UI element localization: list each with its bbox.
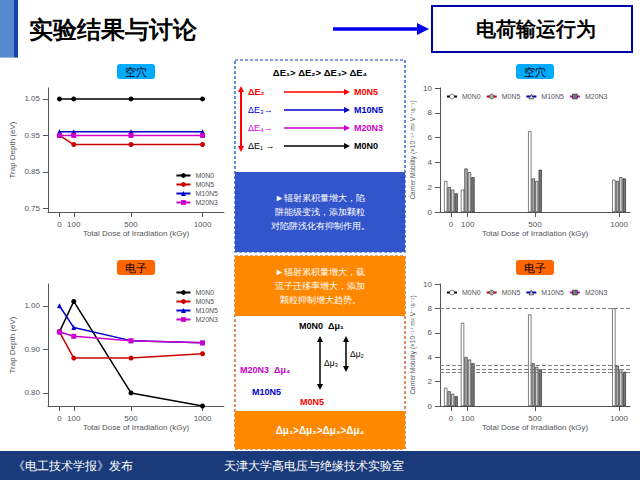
svg-text:Total Dose of Irradiation (kGy: Total Dose of Irradiation (kGy) [482,229,589,238]
svg-text:0.95: 0.95 [24,131,40,140]
svg-text:M0N5: M0N5 [300,397,324,407]
svg-text:M10N5: M10N5 [541,93,564,100]
svg-text:1000: 1000 [194,414,212,423]
svg-text:Carrier Mobility (×10⁻¹⁴ m² V⁻: Carrier Mobility (×10⁻¹⁴ m² V⁻¹s⁻¹) [409,100,417,199]
svg-text:1000: 1000 [610,220,628,229]
svg-text:Trap Depth (eV): Trap Depth (eV) [8,316,17,373]
svg-text:8: 8 [428,108,433,117]
svg-text:ΔE₄→: ΔE₄→ [248,123,273,133]
svg-text:4: 4 [428,158,433,167]
svg-text:0: 0 [428,402,433,411]
svg-text:0.90: 0.90 [24,345,40,354]
svg-text:电子: 电子 [524,262,546,274]
svg-text:电荷输运行为: 电荷输运行为 [476,18,596,40]
svg-text:6: 6 [428,328,433,337]
svg-text:M0N5: M0N5 [195,181,214,188]
svg-text:Trap Depth (eV): Trap Depth (eV) [8,121,17,178]
svg-text:ΔE₁ →: ΔE₁ → [248,141,275,151]
svg-text:100: 100 [461,414,475,423]
svg-text:M0N0 Δμ₁: M0N0 Δμ₁ [299,321,344,331]
svg-text:ΔE₁> ΔE₂> ΔE₃> ΔE₄: ΔE₁> ΔE₂> ΔE₃> ΔE₄ [273,67,368,78]
svg-text:M20N3: M20N3 [195,316,218,323]
svg-text:M10N5: M10N5 [541,289,564,296]
svg-text:500: 500 [528,220,542,229]
svg-text:M10N5: M10N5 [252,387,281,397]
svg-text:Carrier Mobility (×10⁻¹⁴ m² V⁻: Carrier Mobility (×10⁻¹⁴ m² V⁻¹s⁻¹) [409,295,417,394]
svg-text:500: 500 [528,414,542,423]
svg-text:M20N3: M20N3 [354,123,383,133]
svg-text:0: 0 [57,220,62,229]
svg-text:0: 0 [449,414,454,423]
svg-text:M20N3: M20N3 [195,199,218,206]
svg-text:M10N5: M10N5 [195,307,218,314]
svg-text:0.80: 0.80 [24,388,40,397]
svg-text:0: 0 [428,208,433,217]
svg-text:500: 500 [124,220,138,229]
svg-text:Δμ₁>Δμ₂>Δμ₃>Δμ₄: Δμ₁>Δμ₂>Δμ₃>Δμ₄ [276,425,365,436]
svg-text:►辐射累积量增大，陷: ►辐射累积量增大，陷 [275,193,365,203]
svg-text:M10N5: M10N5 [354,105,383,115]
svg-text:2: 2 [428,183,433,192]
svg-text:M10N5: M10N5 [195,190,218,197]
svg-text:2: 2 [428,377,433,386]
svg-text:0: 0 [57,414,62,423]
svg-text:M0N0: M0N0 [195,289,214,296]
svg-text:M20N3: M20N3 [585,93,608,100]
svg-text:电子: 电子 [125,262,147,274]
svg-text:4: 4 [428,353,433,362]
svg-text:M0N0: M0N0 [462,93,481,100]
svg-text:1.05: 1.05 [24,94,40,103]
svg-text:500: 500 [124,414,138,423]
svg-text:Total Dose of Irradiation (kGy: Total Dose of Irradiation (kGy) [83,423,190,432]
svg-text:M0N0: M0N0 [354,141,378,151]
svg-text:M0N5: M0N5 [195,298,214,305]
svg-text:Δμ₃: Δμ₃ [324,358,338,368]
svg-text:0.75: 0.75 [24,204,40,213]
svg-text:阱能级变浅，添加颗粒: 阱能级变浅，添加颗粒 [275,207,365,217]
svg-text:1.00: 1.00 [24,301,40,310]
svg-text:M0N0: M0N0 [195,172,214,179]
svg-text:0.85: 0.85 [24,167,40,176]
svg-text:颗粒抑制增大趋势。: 颗粒抑制增大趋势。 [280,295,361,305]
svg-text:►辐射累积量增大，载: ►辐射累积量增大，载 [275,267,365,277]
svg-text:M0N5: M0N5 [502,289,521,296]
svg-text:Δμ₂: Δμ₂ [350,349,364,359]
svg-text:M0N5: M0N5 [354,87,378,97]
svg-text:M0N0: M0N0 [462,289,481,296]
svg-text:M20N3 Δμ₄: M20N3 Δμ₄ [240,365,290,375]
svg-text:对陷阱浅化有抑制作用。: 对陷阱浅化有抑制作用。 [271,221,370,231]
svg-text:空穴: 空穴 [125,66,147,78]
svg-text:1000: 1000 [194,220,212,229]
svg-text:10: 10 [423,84,432,93]
svg-text:实验结果与讨论: 实验结果与讨论 [29,16,198,43]
svg-text:Total Dose of Irradiation (kGy: Total Dose of Irradiation (kGy) [482,423,589,432]
svg-text:《电工技术学报》发布: 《电工技术学报》发布 [13,459,133,473]
svg-text:ΔE₃→: ΔE₃→ [248,105,273,115]
svg-text:100: 100 [461,220,475,229]
svg-text:10: 10 [423,280,432,289]
svg-text:流子迁移率增大，添加: 流子迁移率增大，添加 [275,281,365,291]
svg-text:空穴: 空穴 [524,66,546,78]
svg-text:M20N3: M20N3 [585,289,608,296]
svg-text:6: 6 [428,133,433,142]
svg-text:100: 100 [67,220,81,229]
svg-text:8: 8 [428,304,433,313]
svg-text:M0N5: M0N5 [502,93,521,100]
svg-text:100: 100 [67,414,81,423]
svg-text:天津大学高电压与绝缘技术实验室: 天津大学高电压与绝缘技术实验室 [224,459,404,473]
svg-text:ΔE₂: ΔE₂ [248,87,264,97]
svg-text:Total Dose of Irradiation (kGy: Total Dose of Irradiation (kGy) [83,229,190,238]
svg-text:1000: 1000 [610,414,628,423]
svg-text:0: 0 [449,220,454,229]
